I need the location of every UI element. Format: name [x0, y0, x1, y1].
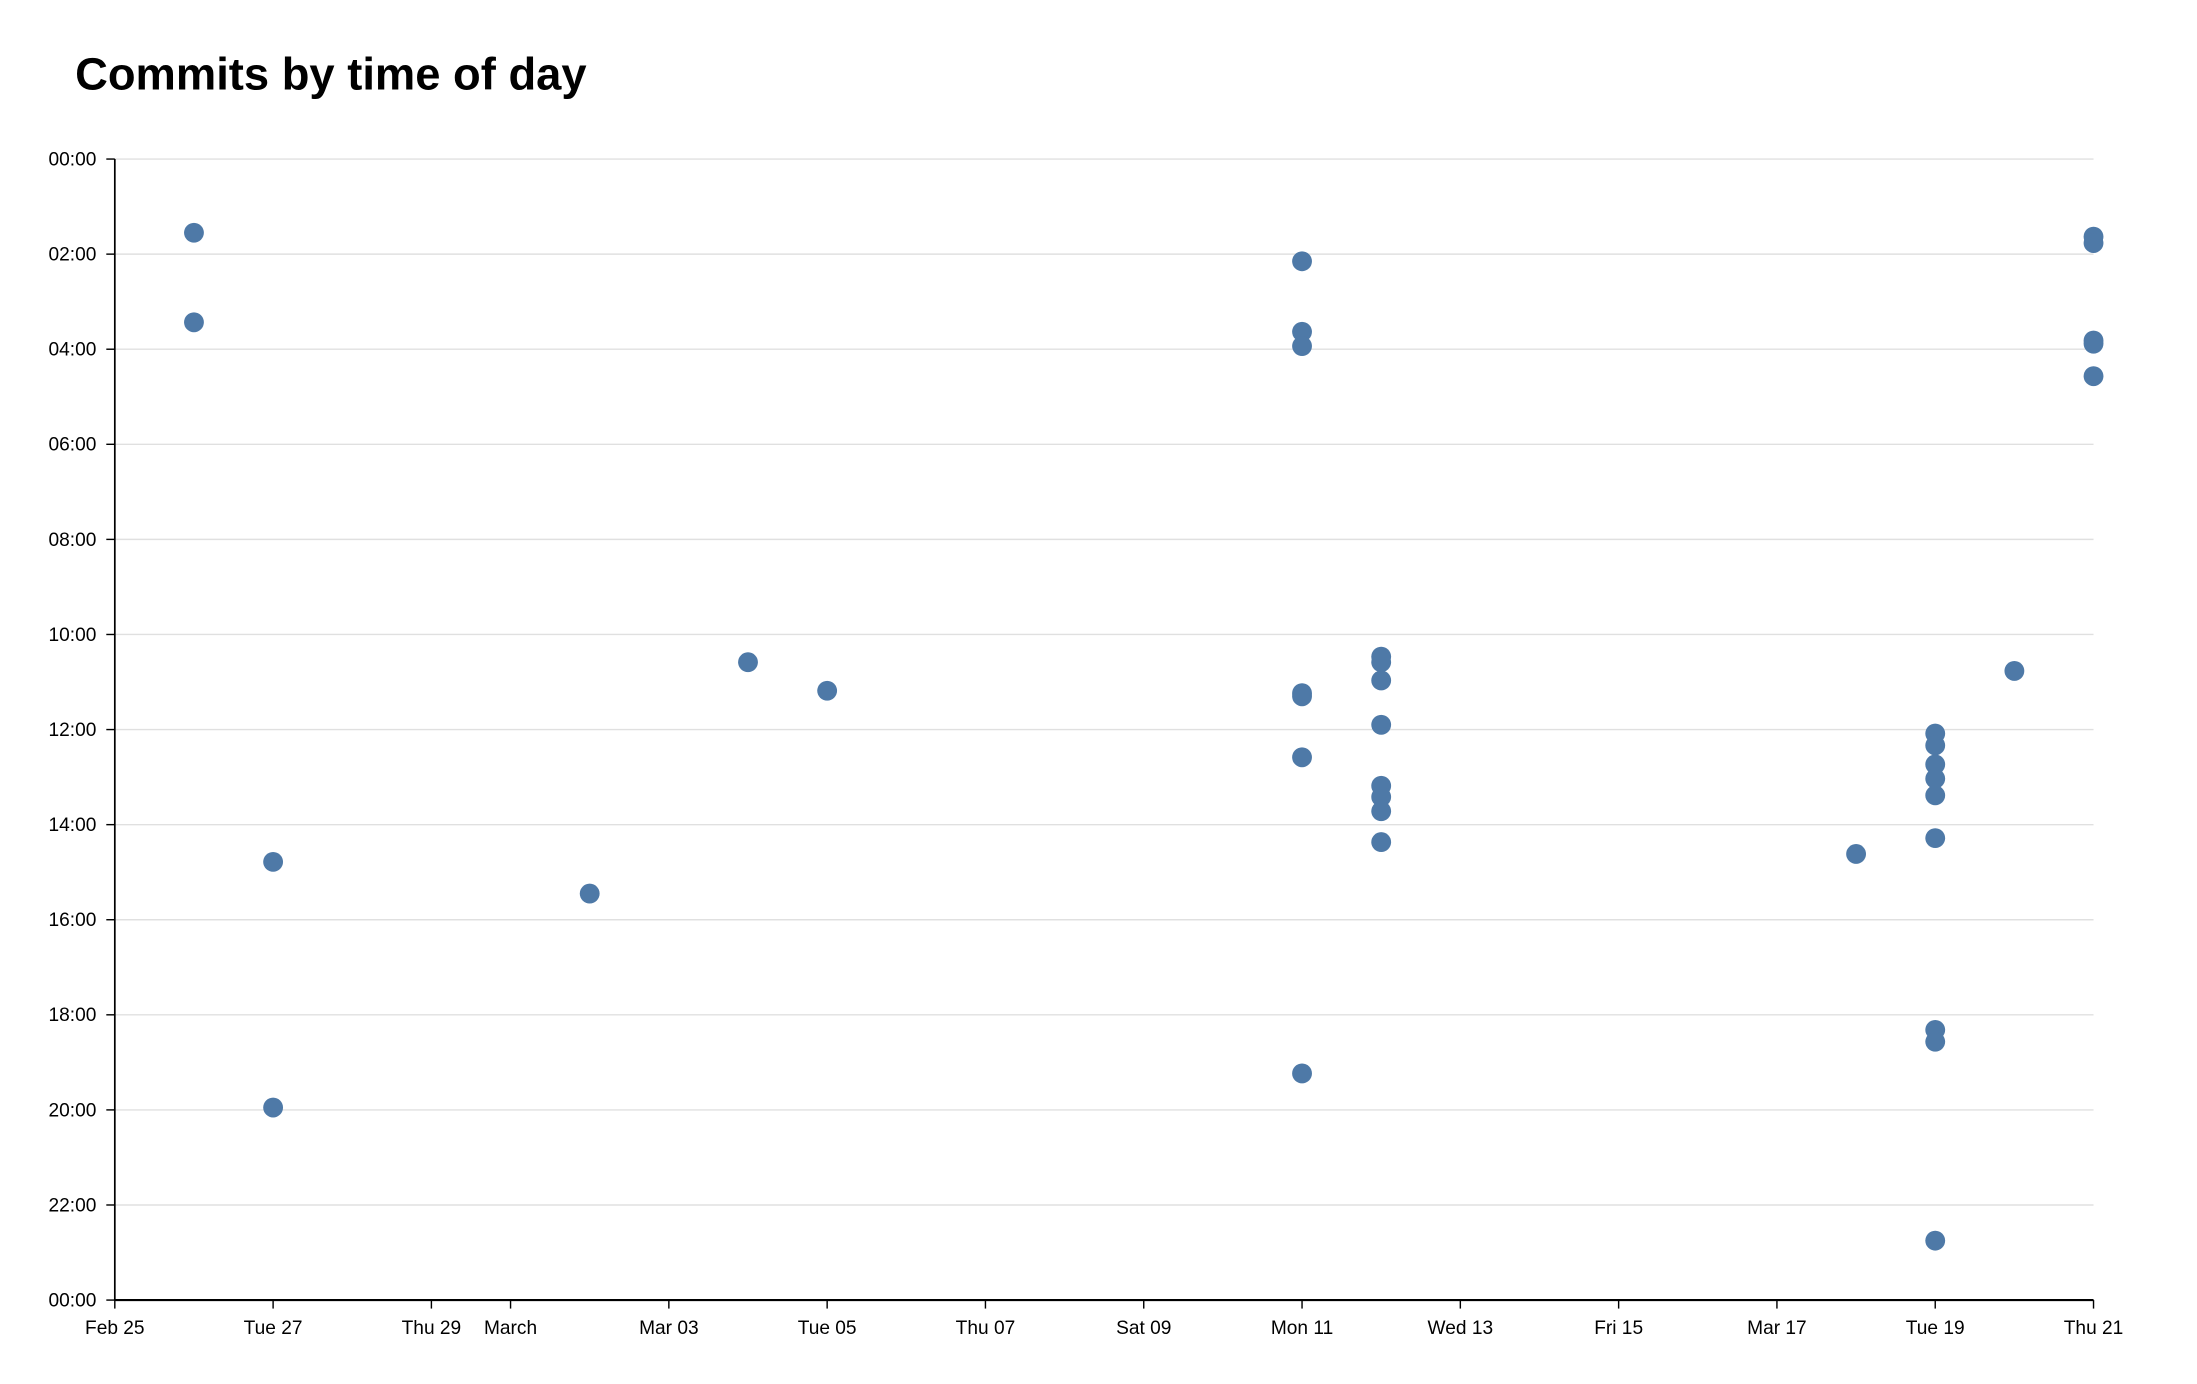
y-tick-label: 18:00 [49, 1005, 97, 1026]
data-point [1371, 652, 1392, 673]
x-tick-label: Tue 05 [798, 1318, 857, 1339]
data-point [263, 1097, 284, 1118]
data-point [1925, 828, 1946, 849]
y-tick-label: 06:00 [49, 435, 97, 456]
x-tick-label: Mar 03 [639, 1318, 699, 1339]
data-point [1292, 251, 1312, 272]
x-tick-label: Thu 21 [2064, 1318, 2124, 1339]
data-point [1925, 785, 1946, 806]
data-point [1292, 321, 1312, 342]
chart-title: Commits by time of day [75, 49, 586, 100]
y-tick-label: 08:00 [49, 530, 97, 551]
x-tick-label: March [484, 1318, 537, 1339]
data-point [1371, 714, 1392, 735]
y-tick-label: 16:00 [49, 910, 97, 931]
data-point [2004, 661, 2025, 681]
data-point [1292, 747, 1312, 768]
data-point [184, 312, 204, 333]
x-axis: Feb 25 Tue 27 Thu 29 March Mar 03 Tue 05 Thu 0… [85, 1299, 2124, 1339]
gridlines [114, 158, 2094, 1206]
data-point [1371, 801, 1392, 822]
data-point [263, 851, 284, 872]
data-point [2083, 233, 2104, 253]
x-tick-label: Mon 11 [1271, 1318, 1333, 1339]
data-point [184, 222, 204, 243]
data-point [2083, 333, 2104, 354]
data-points [184, 222, 2104, 1251]
y-tick-label: 10:00 [49, 625, 97, 646]
data-point [1925, 768, 1946, 789]
data-point [1292, 336, 1312, 356]
y-tick-label: 02:00 [49, 245, 97, 266]
data-point [1925, 735, 1946, 756]
x-tick-label: Feb 25 [85, 1318, 145, 1339]
x-tick-label: Tue 27 [244, 1318, 303, 1339]
y-tick-label: 12:00 [49, 720, 97, 741]
data-point [579, 883, 600, 904]
y-tick-label: 14:00 [49, 815, 97, 836]
x-tick-label: Thu 07 [956, 1318, 1016, 1339]
y-tick-label: 20:00 [49, 1100, 97, 1121]
data-point [1846, 844, 1867, 864]
data-point [1292, 1063, 1312, 1084]
data-point [1371, 832, 1392, 853]
data-point [1925, 1230, 1946, 1251]
data-point [1925, 1031, 1946, 1052]
x-tick-label: Fri 15 [1594, 1318, 1643, 1339]
x-tick-label: Sat 09 [1116, 1318, 1171, 1339]
y-tick-label: 00:00 [49, 149, 97, 170]
data-point [1371, 670, 1392, 691]
data-point [817, 680, 838, 701]
x-tick-label: Tue 19 [1906, 1318, 1965, 1339]
data-point [1292, 686, 1312, 707]
y-tick-label: 04:00 [49, 340, 97, 361]
y-tick-label: 22:00 [49, 1195, 97, 1216]
x-tick-label: Mar 17 [1747, 1318, 1807, 1339]
x-tick-label: Wed 13 [1428, 1318, 1494, 1339]
data-point [1925, 754, 1946, 775]
data-point [1371, 786, 1392, 807]
data-point [738, 652, 758, 673]
y-tick-label: 00:00 [49, 1290, 97, 1311]
y-axis: 00:00 02:00 04:00 06:00 08:00 10:00 12:00 14:00… [49, 149, 116, 1311]
x-tick-label: Thu 29 [402, 1318, 462, 1339]
data-point [2083, 366, 2104, 387]
